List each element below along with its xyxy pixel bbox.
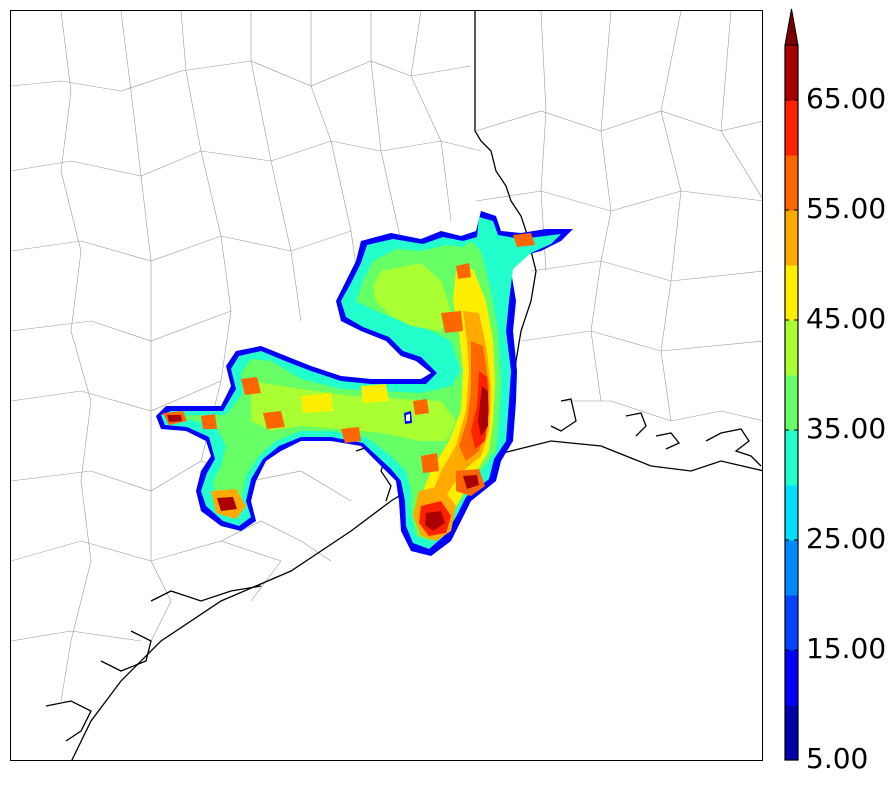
county-boundaries xyxy=(11,11,762,702)
colorbar-bin-20 xyxy=(785,540,798,596)
colorbar-tick-label: 25.00 xyxy=(806,522,887,555)
precipitation-field xyxy=(156,211,573,556)
colorbar-bin-40 xyxy=(785,320,798,376)
colorbar-bin-10 xyxy=(785,650,798,706)
colorbar-bin-55 xyxy=(785,155,798,211)
colorbar-tick-label: 15.00 xyxy=(806,632,887,665)
colorbar-tick-label: 55.00 xyxy=(806,192,887,225)
colorbar-tick-label: 65.00 xyxy=(806,82,887,115)
colorbar-tick-label: 45.00 xyxy=(806,302,887,335)
colorbar-bin-5 xyxy=(785,705,798,761)
map-panel xyxy=(10,10,763,761)
colorbar-bin-60 xyxy=(785,100,798,156)
colorbar-tick-label: 35.00 xyxy=(806,412,887,445)
colorbar-bin-45 xyxy=(785,265,798,321)
colorbar xyxy=(784,8,799,761)
colorbar-tick-label: 5.00 xyxy=(806,742,869,775)
colorbar-bin-35 xyxy=(785,375,798,431)
colorbar-bin-30 xyxy=(785,430,798,486)
map-canvas xyxy=(11,11,762,760)
colorbar-outline xyxy=(784,45,799,761)
colorbar-bin-25 xyxy=(785,485,798,541)
colorbar-bin-15 xyxy=(785,595,798,651)
colorbar-bin-65 xyxy=(785,45,798,101)
colorbar-extend-arrow xyxy=(784,8,799,46)
colorbar-bin-50 xyxy=(785,210,798,266)
